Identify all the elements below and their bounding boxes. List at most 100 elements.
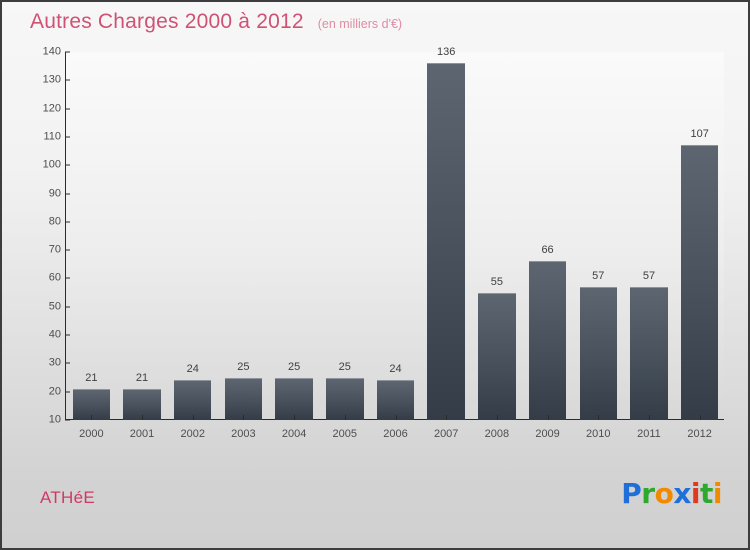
logo-letter: x: [673, 477, 691, 510]
x-tick-label: 2007: [433, 428, 459, 440]
x-tick-mark: [496, 415, 498, 420]
x-tick-mark: [699, 415, 701, 420]
y-tick-mark: [65, 79, 70, 81]
bar[interactable]: [72, 388, 111, 420]
chart-plot: 10 20 30 40 50 60 70 80 90 100 110 120 130 140 21 21 24…: [30, 46, 726, 458]
bar[interactable]: [123, 388, 161, 420]
y-tick-label: 90: [48, 187, 61, 200]
x-tick-mark: [547, 415, 549, 420]
bar[interactable]: [528, 261, 567, 420]
bar-slot: 107: [674, 52, 725, 420]
x-tick-label: 2000: [79, 428, 104, 440]
x-tick-mark: [192, 415, 194, 420]
bar[interactable]: [376, 380, 415, 420]
bar-value-label: 24: [389, 363, 402, 376]
bar-value-label: 66: [541, 244, 554, 257]
bar-slot: 24: [370, 52, 421, 420]
y-tick-mark: [65, 164, 70, 166]
y-tick-label: 140: [42, 45, 61, 58]
bar-series: 21 21 24 25 25 25 24 136 55 66 57 57 107: [66, 47, 725, 420]
x-tick-mark: [294, 415, 296, 420]
bar-slot: 66: [522, 52, 573, 420]
x-tick-mark: [395, 415, 397, 420]
bar-slot: 25: [269, 52, 320, 420]
y-tick-mark: [65, 362, 70, 364]
bar-value-label: 57: [642, 269, 656, 282]
x-tick-mark: [344, 415, 346, 420]
bar-value-label: 21: [85, 371, 98, 384]
bar-slot: 57: [573, 52, 624, 420]
x-tick-mark: [598, 415, 600, 420]
x-tick-label: 2009: [535, 428, 560, 440]
x-tick-label: 2005: [332, 428, 358, 440]
x-tick-label: 2004: [281, 428, 307, 440]
x-tick-label: 2011: [637, 428, 661, 440]
proxiti-logo[interactable]: Proxiti: [621, 480, 722, 508]
y-tick-label: 70: [48, 243, 61, 256]
y-tick-mark: [65, 391, 70, 393]
page-title: Autres Charges 2000 à 2012: [30, 10, 304, 33]
bar[interactable]: [680, 145, 719, 420]
bar-value-label: 24: [186, 363, 199, 376]
entity-label: ATHéE: [40, 488, 96, 507]
x-tick-label: 2002: [180, 428, 205, 440]
y-tick-mark: [65, 193, 70, 195]
x-tick-label: 2001: [129, 428, 155, 440]
x-tick-mark: [91, 415, 93, 420]
bar[interactable]: [579, 286, 617, 420]
bar[interactable]: [173, 380, 212, 420]
bar-slot: 21: [66, 52, 117, 420]
bar[interactable]: [326, 377, 364, 420]
bar-value-label: 25: [237, 360, 250, 373]
bar-slot: 57: [624, 52, 675, 420]
y-tick-mark: [65, 108, 70, 110]
x-tick-label: 2010: [586, 428, 611, 440]
bar-value-label: 25: [338, 360, 351, 373]
chart-subtitle: (en milliers d'€): [317, 17, 403, 31]
bar-value-label: 57: [592, 269, 605, 282]
y-tick-label: 10: [48, 413, 61, 426]
bar-slot: 25: [319, 52, 370, 420]
y-tick-label: 100: [42, 158, 61, 171]
x-tick-mark: [142, 415, 144, 420]
bar[interactable]: [630, 286, 668, 420]
x-tick-label: 2012: [687, 428, 712, 440]
y-tick-mark: [65, 419, 70, 421]
logo-letter: t: [700, 477, 713, 510]
x-tick-label: 2006: [383, 428, 408, 440]
y-tick-label: 20: [48, 385, 61, 398]
chart-footer: ATHéE Proxiti: [2, 466, 748, 548]
x-tick-label: 2003: [231, 428, 256, 440]
y-tick-mark: [65, 249, 70, 251]
bar-value-label: 25: [287, 360, 301, 373]
logo-letter: i: [690, 477, 701, 510]
bar-slot: 25: [218, 52, 269, 420]
logo-letter: P: [621, 477, 642, 510]
y-tick-mark: [65, 306, 70, 308]
y-tick-label: 80: [48, 215, 61, 228]
x-tick-label: 2008: [484, 428, 510, 440]
bar[interactable]: [224, 377, 263, 420]
chart-header: Autres Charges 2000 à 2012 (en milliers …: [2, 2, 748, 42]
bar-value-label: 21: [135, 371, 149, 384]
y-tick-mark: [65, 136, 70, 138]
logo-letter: r: [641, 477, 655, 510]
bar-slot: 24: [167, 52, 218, 420]
y-tick-label: 130: [42, 73, 61, 86]
y-tick-label: 30: [48, 356, 61, 369]
x-tick-mark: [243, 415, 245, 420]
bar[interactable]: [427, 63, 465, 420]
y-tick-label: 50: [48, 300, 61, 313]
y-tick-label: 40: [48, 328, 61, 341]
bar[interactable]: [478, 292, 516, 420]
bar-value-label: 136: [437, 46, 456, 59]
bar-slot: 21: [117, 52, 168, 420]
x-tick-mark: [446, 415, 448, 420]
bar-value-label: 107: [690, 128, 709, 141]
y-tick-mark: [65, 277, 70, 279]
y-tick-mark: [65, 51, 70, 53]
bar[interactable]: [275, 377, 313, 420]
y-tick-mark: [65, 221, 70, 223]
bar-value-label: 55: [490, 275, 503, 288]
